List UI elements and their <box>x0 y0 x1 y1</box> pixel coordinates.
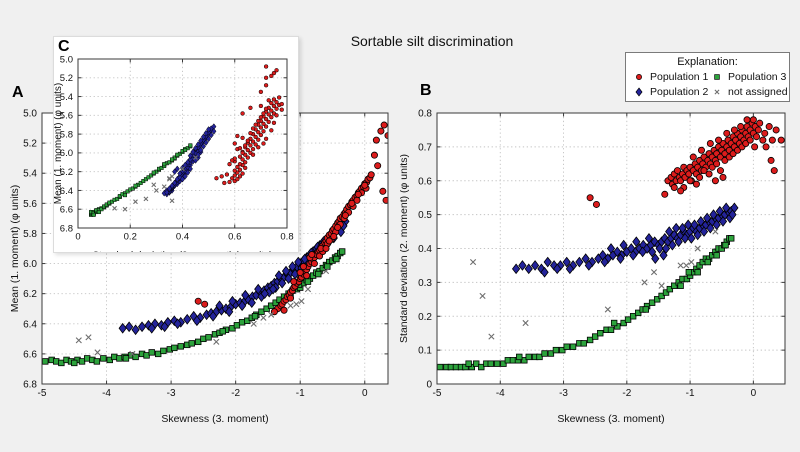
svg-text:0.2: 0.2 <box>124 232 137 243</box>
diamond-icon <box>635 86 643 97</box>
square-icon <box>714 73 720 80</box>
svg-text:0.8: 0.8 <box>280 232 293 243</box>
panel-b-plot: -5 -4 -3 -2 -1 0 0 0.1 0.2 0.3 0.4 0.5 0.6 0.7 0.8 Skew… <box>400 109 786 425</box>
svg-text:6.0: 6.0 <box>23 259 37 270</box>
svg-text:5.6: 5.6 <box>23 199 37 210</box>
svg-text:-4: -4 <box>496 388 505 399</box>
series-b-diamond <box>511 202 739 278</box>
legend-entry-label: Population 3 <box>728 70 787 83</box>
svg-text:5.0: 5.0 <box>60 54 73 65</box>
svg-text:0.7: 0.7 <box>418 142 432 153</box>
tick-labels-c: 0 0.2 0.4 0.6 0.8 5.0 5.2 5.4 5.6 5.8 6.0 6.2 6.4 6.6… <box>60 54 294 242</box>
svg-text:0.6: 0.6 <box>228 232 241 243</box>
svg-text:5.4: 5.4 <box>23 169 37 180</box>
legend-entry-label: Population 2 <box>650 85 709 98</box>
legend-entry-x: not assigned <box>710 84 788 99</box>
svg-text:5.8: 5.8 <box>60 129 73 140</box>
svg-text:6.6: 6.6 <box>23 349 37 360</box>
svg-text:0: 0 <box>75 232 80 243</box>
svg-text:0.6: 0.6 <box>418 176 432 187</box>
panel-c-label: C <box>58 38 70 55</box>
series-b-circle <box>586 116 785 208</box>
svg-text:0.8: 0.8 <box>418 109 432 120</box>
tick-labels-a: -5 -4 -3 -2 -1 0 5.0 5.2 5.4 5.6 5.8 6.0 6.2 6.4 6.6 6.… <box>23 109 368 400</box>
svg-text:0.3: 0.3 <box>418 278 432 289</box>
circle-icon <box>636 73 642 80</box>
series-a <box>42 121 388 367</box>
legend-title: Explanation: <box>677 56 738 68</box>
svg-text:6.6: 6.6 <box>60 205 73 216</box>
x-icon <box>714 89 720 94</box>
series-c-circle <box>214 64 284 186</box>
svg-text:-1: -1 <box>686 388 695 399</box>
figure-title: Sortable silt discrimination <box>350 33 514 49</box>
svg-text:0.4: 0.4 <box>418 244 432 255</box>
svg-text:6.4: 6.4 <box>23 319 37 330</box>
series-c <box>89 64 284 217</box>
svg-text:0.4: 0.4 <box>176 232 189 243</box>
panel-b-label: B <box>420 82 432 99</box>
svg-text:6.0: 6.0 <box>60 148 73 159</box>
xlabel-c: Standard deviation (2. moment) (φ units) <box>93 251 273 253</box>
series-a-x <box>75 267 330 357</box>
grid-c <box>78 59 287 228</box>
svg-text:6.2: 6.2 <box>23 289 37 300</box>
svg-text:5.2: 5.2 <box>60 73 73 84</box>
svg-text:5.4: 5.4 <box>60 92 73 103</box>
svg-text:6.8: 6.8 <box>23 380 37 391</box>
xlabel-a: Skewness (3. moment) <box>161 413 268 425</box>
svg-text:0: 0 <box>426 380 432 391</box>
legend-entries: Population 1 Population 3 Population 2 not … <box>632 69 788 99</box>
series-b-square <box>437 235 735 371</box>
series-c-x <box>112 155 198 212</box>
svg-text:6.8: 6.8 <box>60 223 73 234</box>
series-b <box>437 116 785 371</box>
series-c-square <box>89 143 193 217</box>
xlabel-b: Skewness (3. moment) <box>557 413 664 425</box>
svg-text:-4: -4 <box>102 388 111 399</box>
legend-entry-diamond: Population 2 <box>632 84 710 99</box>
svg-text:0.1: 0.1 <box>418 346 432 357</box>
inset-panel-c: 0 0.2 0.4 0.6 0.8 5.0 5.2 5.4 5.6 5.8 6.0 6.2 6.4 6.6… <box>53 36 299 253</box>
panel-c-plot: 0 0.2 0.4 0.6 0.8 5.0 5.2 5.4 5.6 5.8 6.0 6.2 6.4 6.6… <box>54 54 294 253</box>
ylabel-b: Standard deviation (2. moment) (φ units) <box>400 154 410 343</box>
svg-text:5.2: 5.2 <box>23 139 37 150</box>
svg-text:-1: -1 <box>296 388 305 399</box>
svg-text:-3: -3 <box>167 388 176 399</box>
svg-text:0.2: 0.2 <box>418 312 432 323</box>
svg-text:5.6: 5.6 <box>60 111 73 122</box>
ticks-b <box>436 112 785 385</box>
ticks-c <box>77 58 288 229</box>
tick-labels-b: -5 -4 -3 -2 -1 0 0 0.1 0.2 0.3 0.4 0.5 0.6 0.7 0.8 <box>418 109 756 400</box>
panel-a-label: A <box>12 84 24 101</box>
ylabel-a: Mean (1. moment) (φ units) <box>9 185 21 313</box>
svg-text:-2: -2 <box>231 388 240 399</box>
svg-text:-5: -5 <box>38 388 47 399</box>
svg-text:0: 0 <box>751 388 757 399</box>
svg-text:-3: -3 <box>559 388 568 399</box>
svg-text:5.8: 5.8 <box>23 229 37 240</box>
legend-box: Explanation: Population 1 Population 3 Pop… <box>625 52 790 102</box>
svg-text:0.5: 0.5 <box>418 210 432 221</box>
svg-text:6.4: 6.4 <box>60 186 73 197</box>
legend-entry-circle: Population 1 <box>632 69 710 84</box>
svg-text:5.0: 5.0 <box>23 109 37 120</box>
series-c-diamond <box>161 123 217 198</box>
svg-text:6.2: 6.2 <box>60 167 73 178</box>
svg-text:-5: -5 <box>433 388 442 399</box>
series-b-x <box>469 228 719 340</box>
ylabel-c: Mean (1. moment) (φ units) <box>54 83 64 205</box>
svg-text:0: 0 <box>362 388 368 399</box>
legend-entry-label: Population 1 <box>650 70 709 83</box>
legend-entry-square: Population 3 <box>710 69 788 84</box>
legend-entry-label: not assigned <box>728 85 788 98</box>
series-a-circle <box>194 121 388 316</box>
svg-text:-2: -2 <box>622 388 631 399</box>
